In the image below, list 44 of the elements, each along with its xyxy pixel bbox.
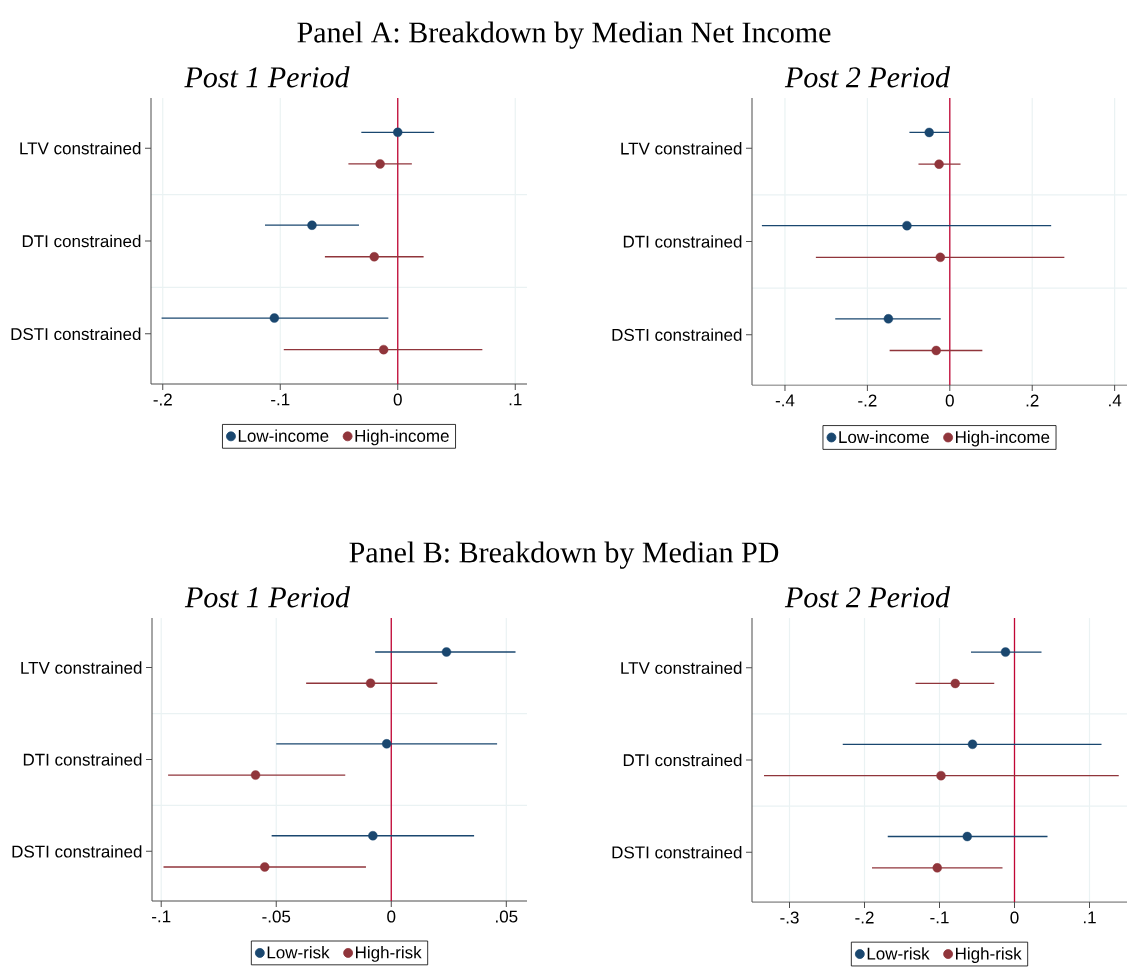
x-tick-label: .4 [1109,394,1122,407]
y-tick-label: DTI constrained [22,234,141,248]
legend-label: High-risk [356,946,422,962]
x-tick-label: -.05 [262,910,291,923]
y-tick-label: DSTI constrained [612,328,742,341]
x-tick-label: 0 [945,394,954,407]
x-tick-label: -.3 [780,911,799,924]
y-tick-label: DTI constrained [623,753,742,767]
x-tick-label: .1 [1083,911,1096,924]
y-tick-label: LTV constrained [621,142,742,155]
x-tick-label: -.2 [858,394,877,407]
y-tick-label: DSTI constrained [612,845,742,859]
legend-label: High-risk [956,947,1022,963]
x-tick-label: -.2 [153,393,172,406]
legend-label: Low-risk [867,947,930,960]
x-tick-label: -.1 [930,911,949,924]
legend-label: High-income [956,430,1050,447]
x-tick-label: .05 [496,910,518,923]
x-tick-label: 0 [1010,911,1019,924]
chart-title: Post 1 Period [184,586,351,608]
x-tick-label: -.4 [775,394,795,407]
x-tick-label: -.1 [152,910,171,923]
chart-title: Post 1 Period [184,66,350,88]
legend-label: Low-risk [267,946,330,959]
legend-label: High-income [355,429,449,446]
y-tick-label: LTV constrained [20,141,141,155]
y-tick-label: LTV constrained [21,661,142,674]
x-tick-label: 0 [387,910,396,923]
y-tick-label: DTI constrained [623,235,742,248]
chart-title: Post 2 Period [784,586,951,608]
x-tick-label: -.2 [855,911,874,924]
text: Panel A: Breakdown by Median Net Income [297,21,831,49]
legend-label: Low-income [839,430,929,444]
y-tick-label: LTV constrained [621,661,742,675]
x-tick-label: .1 [509,393,522,406]
x-tick-label: -.1 [271,393,290,406]
y-tick-label: DSTI constrained [11,327,141,341]
x-tick-label: 0 [393,393,402,406]
legend-label: Low-income [238,429,329,442]
text: Panel B: Breakdown by Median PD [349,541,779,569]
y-tick-label: DSTI constrained [12,845,142,858]
chart-title: Post 2 Period [784,66,951,88]
y-tick-label: DTI constrained [23,753,142,766]
x-tick-label: .2 [1026,394,1039,407]
